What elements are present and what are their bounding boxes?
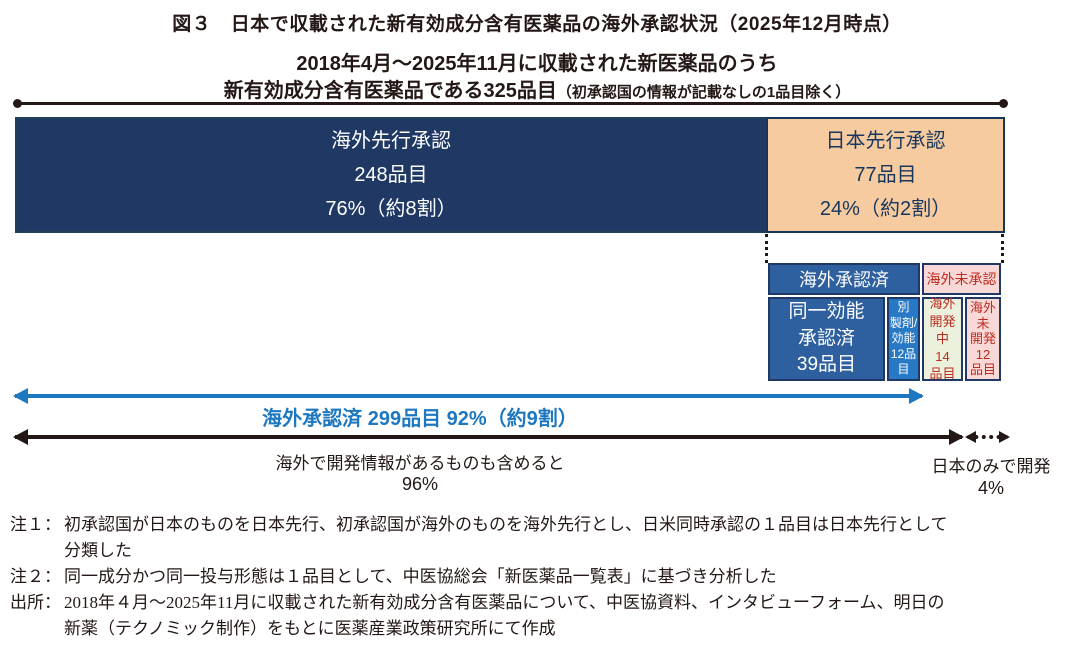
figure-title: 図３ 日本で収載された新有効成分含有医薬品の海外承認状況（2025年12月時点） — [172, 14, 902, 35]
footnote-2: 注２： 同一成分かつ同一投与形態は１品目として、中医協総会「新医薬品一覧表」に基… — [10, 564, 1068, 590]
total-span-bracket-line — [13, 99, 1008, 108]
dotted-connector-left — [765, 234, 768, 263]
overseas-approved-arrow — [13, 388, 924, 404]
japan-first-breakdown-table: 海外承認済 海外未承認 同一効能 承認済 39品目 別 製剤/ 効能 12品 目… — [768, 263, 1001, 381]
bar-segment-overseas-first: 海外先行承認 248品目 76%（約8割） — [15, 117, 767, 233]
subtitle-line2-note: （初承認国の情報が記載なしの1品目除く） — [556, 84, 851, 101]
footnote-1-label: 注１： — [10, 515, 61, 534]
subtitle-line2-main: 新有効成分含有医薬品である325品目 — [223, 80, 557, 102]
cell-approved-overseas: 海外承認済 — [768, 263, 920, 295]
cell-in-development-overseas: 海外 開発中 14 品目 — [922, 296, 963, 381]
breakdown-body-row: 同一効能 承認済 39品目 別 製剤/ 効能 12品 目 海外 開発中 14 品… — [768, 296, 1001, 381]
including-development-arrow — [13, 429, 964, 445]
dotted-connector-right — [1001, 234, 1004, 263]
footnote-1: 注１： 初承認国が日本のものを日本先行、初承認国が海外のものを海外先行とし、日米… — [10, 512, 1068, 564]
figure-subtitle-line2: 新有効成分含有医薬品である325品目（初承認国の情報が記載なしの1品目除く） — [0, 74, 1074, 103]
cell-not-approved-overseas: 海外未承認 — [922, 263, 1001, 295]
cell-not-developed-overseas: 海外 未 開発 12 品目 — [965, 297, 1001, 381]
footnote-2-label: 注２： — [10, 567, 61, 586]
footnote-source: 出所： 2018年４月～2025年11月に収載された新有効成分含有医薬品について… — [10, 590, 1068, 642]
including-development-percent: 96% — [401, 474, 439, 494]
japan-only-dotted-arrow — [965, 431, 1010, 443]
main-stacked-bar: 海外先行承認 248品目 76%（約8割） 日本先行承認 77品目 24%（約2… — [15, 117, 1006, 233]
japan-only-label: 日本のみで開発 — [931, 457, 1051, 476]
cell-different-formulation: 別 製剤/ 効能 12品 目 — [887, 297, 920, 381]
footnotes: 注１： 初承認国が日本のものを日本先行、初承認国が海外のものを海外先行とし、日米… — [10, 512, 1068, 642]
japan-only-percent: 4% — [977, 478, 1004, 498]
including-development-label: 海外で開発情報があるものも含めると — [275, 454, 565, 473]
footnote-source-text: 2018年４月～2025年11月に収載された新有効成分含有医薬品について、中医協… — [64, 593, 945, 638]
footnote-1-text: 初承認国が日本のものを日本先行、初承認国が海外のものを海外先行とし、日米同時承認… — [64, 515, 948, 560]
cell-same-indication-approved: 同一効能 承認済 39品目 — [768, 297, 885, 381]
breakdown-header-row: 海外承認済 海外未承認 — [768, 263, 1001, 295]
footnote-2-text: 同一成分かつ同一投与形態は１品目として、中医協総会「新医薬品一覧表」に基づき分析… — [64, 567, 777, 586]
overseas-approved-arrow-label: 海外承認済 299品目 92%（約9割） — [262, 408, 578, 430]
figure-subtitle-line1: 2018年4月～2025年11月に収載された新医薬品のうち — [296, 53, 778, 75]
footnote-source-label: 出所： — [10, 593, 61, 612]
bar-segment-japan-first: 日本先行承認 77品目 24%（約2割） — [766, 117, 1005, 233]
